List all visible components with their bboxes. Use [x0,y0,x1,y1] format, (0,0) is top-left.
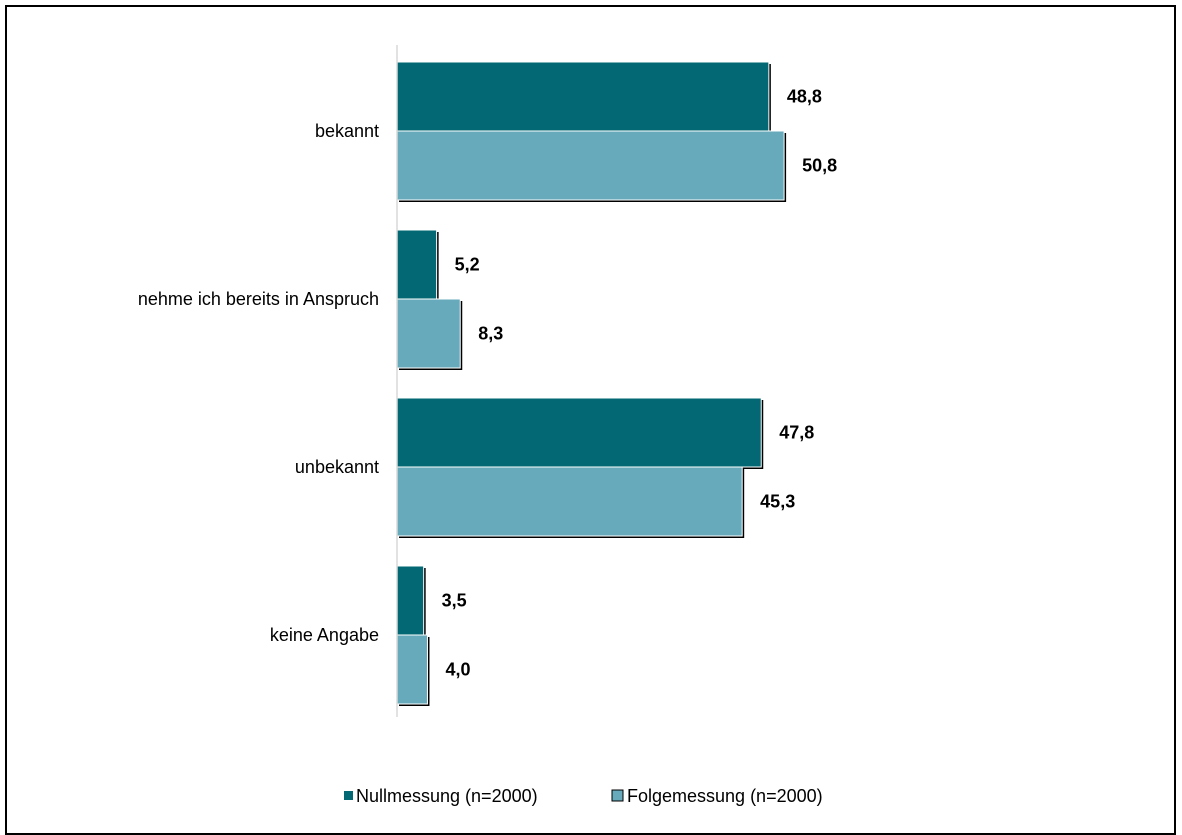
category-label-unbekannt: unbekannt [295,457,379,477]
data-label-unbekannt-series-1: 47,8 [779,423,814,443]
bar-keine-angabe-series-1 [396,565,425,636]
data-label-nehme-ich-bereits-in-anspruch-series-1: 5,2 [455,255,480,275]
bar-keine-angabe-series-2 [396,634,428,705]
legend-label-folgemessung: Folgemessung (n=2000) [627,786,823,806]
data-label-keine-angabe-series-2: 4,0 [445,660,470,680]
data-label-bekannt-series-1: 48,8 [787,87,822,107]
bar-bekannt-series-1 [396,61,770,132]
bar-unbekannt-series-2 [396,466,743,537]
bar-bekannt-series-2 [396,130,785,201]
data-label-unbekannt-series-2: 45,3 [760,492,795,512]
data-label-keine-angabe-series-1: 3,5 [442,591,467,611]
bar-nehme-ich-bereits-in-anspruch-series-2 [396,298,461,369]
labels-layer: bekannt 48,8 50,8 nehme ich bereits in Ansp… [138,87,837,680]
legend-swatch-folgemessung [611,789,624,802]
legend: Nullmessung (n=2000) Folgemessung (n=200… [344,786,823,806]
category-label-keine-angabe: keine Angabe [270,625,379,645]
data-label-bekannt-series-2: 50,8 [802,156,837,176]
category-label-bekannt: bekannt [315,121,379,141]
bar-unbekannt-series-1 [396,397,762,468]
bars-layer [396,61,787,706]
category-label-nehme-ich-bereits-in-anspruch: nehme ich bereits in Anspruch [138,289,379,309]
data-label-nehme-ich-bereits-in-anspruch-series-2: 8,3 [478,324,503,344]
bar-nehme-ich-bereits-in-anspruch-series-1 [396,229,438,300]
legend-label-nullmessung: Nullmessung (n=2000) [356,786,538,806]
legend-swatch-nullmessung [344,791,353,800]
